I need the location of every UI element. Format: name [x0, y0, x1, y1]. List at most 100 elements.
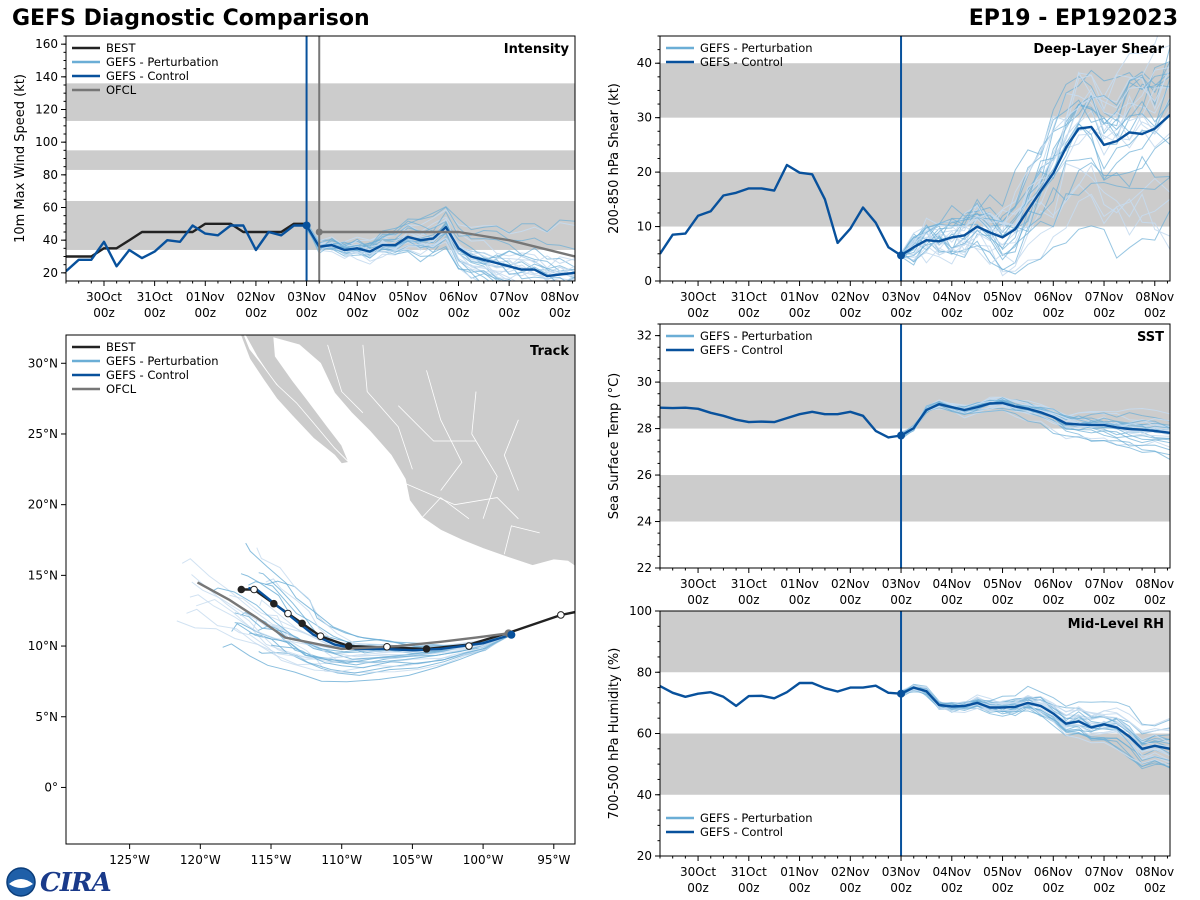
- x-tick-label: 00z: [738, 306, 760, 320]
- best-position-marker: [465, 642, 473, 650]
- state-border: [503, 525, 540, 555]
- x-tick-label: 02Nov: [831, 577, 870, 591]
- x-tick-label: 00z: [549, 306, 571, 320]
- y-tick-label: 40: [637, 56, 652, 70]
- y-tick-label: 0°: [44, 780, 58, 794]
- best-position-marker: [237, 585, 246, 594]
- perturbation-member-line: [900, 685, 1170, 727]
- legend-perturbation-label: GEFS - Perturbation: [106, 354, 219, 368]
- state-border: [405, 483, 519, 520]
- control-line: [660, 681, 1170, 750]
- x-tick-label: 00z: [789, 593, 811, 607]
- page-title: GEFS Diagnostic Comparison: [12, 6, 370, 31]
- y-tick-label: 20°N: [28, 498, 58, 512]
- perturbation-track: [222, 634, 512, 683]
- x-tick-label: 04Nov: [932, 290, 971, 304]
- x-tick-label: 05Nov: [983, 577, 1022, 591]
- best-position-marker: [383, 642, 391, 651]
- x-tick-label: 02Nov: [831, 865, 870, 879]
- y-axis-label: 700-500 hPa Humidity (%): [607, 648, 622, 820]
- y-tick-label: 160: [35, 37, 58, 51]
- y-tick-label: 25°N: [28, 427, 58, 441]
- y-tick-label: 80: [637, 665, 652, 679]
- x-tick-label: 30Oct: [680, 577, 716, 591]
- legend-best-label: BEST: [106, 41, 136, 55]
- x-tick-label: 00z: [992, 306, 1014, 320]
- x-tick-label: 00z: [245, 306, 267, 320]
- x-tick-label: 06Nov: [1034, 290, 1073, 304]
- x-tick-label: 04Nov: [932, 577, 971, 591]
- x-tick-label: 00z: [1093, 593, 1115, 607]
- x-tick-label: 08Nov: [1135, 865, 1174, 879]
- perturbation-track: [231, 623, 512, 664]
- x-tick-label: 05Nov: [983, 865, 1022, 879]
- y-tick-label: 22: [637, 561, 652, 575]
- ofcl-init-marker: [315, 228, 323, 236]
- state-border: [503, 419, 519, 491]
- y-tick-label: 80: [43, 168, 58, 182]
- x-tick-label: 30Oct: [680, 290, 716, 304]
- shade-band: [660, 475, 1170, 522]
- y-tick-label: 20: [43, 266, 58, 280]
- x-tick-label: 01Nov: [186, 290, 225, 304]
- y-tick-label: 30°N: [28, 356, 58, 370]
- y-tick-label: 20: [637, 165, 652, 179]
- storm-id-title: EP19 - EP192023: [968, 6, 1178, 31]
- x-tick-label: 00z: [1144, 881, 1166, 895]
- x-tick-label: 31Oct: [731, 577, 767, 591]
- x-tick-label: 03Nov: [882, 577, 921, 591]
- perturbation-member-line: [306, 225, 575, 281]
- x-tick-label: 07Nov: [490, 290, 529, 304]
- perturbation-member-line: [900, 72, 1170, 259]
- x-tick-label: 31Oct: [731, 865, 767, 879]
- state-border: [471, 391, 498, 519]
- x-tick-label: 08Nov: [540, 290, 579, 304]
- control-line: [660, 401, 1170, 439]
- x-tick-label: 00z: [789, 306, 811, 320]
- perturbation-member-line: [306, 220, 566, 281]
- x-tick-label: 00z: [840, 881, 862, 895]
- x-tick-label: 100°W: [463, 853, 504, 867]
- track-plot-area: [176, 335, 575, 683]
- perturbation-member-line: [900, 83, 1170, 255]
- perturbation-member-line: [900, 398, 1170, 436]
- control-line: [660, 114, 1170, 257]
- mexico-landmass: [244, 335, 575, 612]
- x-tick-label: 00z: [296, 306, 318, 320]
- perturbation-member-line: [900, 87, 1170, 260]
- legend-control-label: GEFS - Control: [700, 343, 783, 357]
- x-tick-label: 04Nov: [932, 865, 971, 879]
- panel-title: Deep-Layer Shear: [1033, 42, 1164, 57]
- x-tick-label: 125°W: [109, 853, 150, 867]
- y-tick-label: 120: [35, 103, 58, 117]
- x-tick-label: 00z: [941, 881, 963, 895]
- control-init-marker: [897, 431, 906, 440]
- state-border: [422, 497, 470, 520]
- x-tick-label: 00z: [1042, 306, 1064, 320]
- x-tick-label: 02Nov: [237, 290, 276, 304]
- intensity-plot-area: [66, 83, 575, 281]
- x-tick-label: 03Nov: [287, 290, 326, 304]
- y-tick-label: 0: [644, 274, 652, 288]
- sst-plot-area: [660, 382, 1170, 522]
- state-border: [362, 344, 413, 470]
- perturbation-track: [231, 627, 512, 673]
- perturbation-track: [265, 580, 512, 646]
- control-init-marker: [897, 251, 906, 260]
- x-tick-label: 02Nov: [831, 290, 870, 304]
- x-tick-label: 01Nov: [780, 577, 819, 591]
- x-tick-label: 00z: [1144, 306, 1166, 320]
- perturbation-member-line: [900, 687, 1170, 748]
- shade-band: [660, 611, 1170, 673]
- legend-control-label: GEFS - Control: [700, 55, 783, 69]
- legend-perturbation-label: GEFS - Perturbation: [700, 811, 813, 825]
- best-position-marker: [270, 599, 278, 608]
- x-tick-label: 00z: [498, 306, 520, 320]
- legend-ofcl-label: OFCL: [106, 382, 137, 396]
- y-tick-label: 60: [637, 727, 652, 741]
- x-tick-label: 00z: [687, 593, 709, 607]
- legend-control-label: GEFS - Control: [106, 368, 189, 382]
- x-tick-label: 00z: [840, 593, 862, 607]
